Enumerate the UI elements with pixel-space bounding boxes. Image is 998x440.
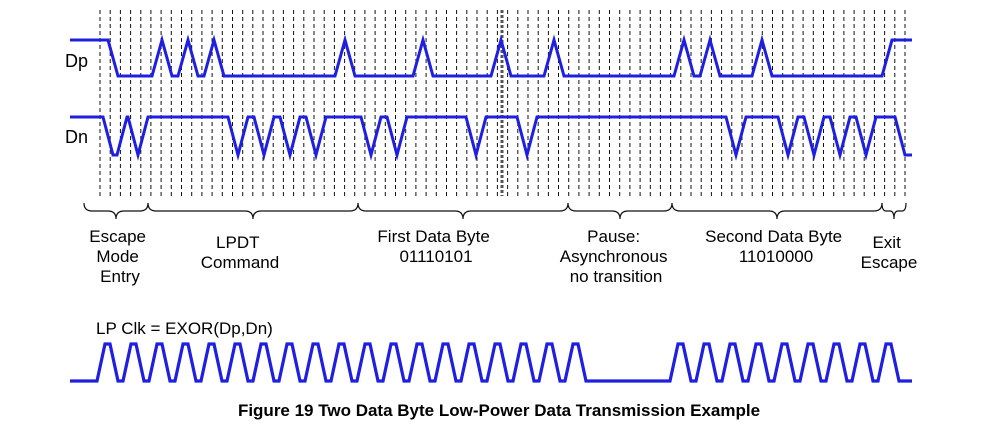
phase-label-pause: Pause: Asynchronous no transition [560, 227, 672, 286]
timing-grid [99, 10, 906, 196]
figure-caption: Figure 19 Two Data Byte Low-Power Data T… [238, 401, 760, 420]
phase-brace [567, 202, 673, 220]
phase-brace [83, 202, 149, 220]
phase-label-escape-entry: Escape Mode Entry [89, 227, 150, 286]
phase-brace [357, 202, 569, 220]
phase-label-first-data-byte: First Data Byte 01110101 [377, 227, 494, 266]
dp-signal-label: Dp [65, 51, 88, 71]
phase-label-lpdt-command: LPDT Command [201, 233, 279, 272]
clock-signal-label: LP Clk = EXOR(Dp,Dn) [96, 319, 273, 338]
phase-brace [881, 202, 907, 220]
dp-waveform [70, 34, 912, 78]
phase-braces [83, 202, 907, 220]
phase-brace [671, 202, 883, 220]
phase-label-exit-escape: Exit Escape [861, 233, 918, 272]
lp-clock-waveform [70, 342, 912, 383]
dn-waveform [70, 115, 912, 161]
dn-signal-label: Dn [65, 127, 88, 147]
phase-brace [147, 202, 359, 220]
phase-label-second-data-byte: Second Data Byte 11010000 [705, 227, 847, 266]
